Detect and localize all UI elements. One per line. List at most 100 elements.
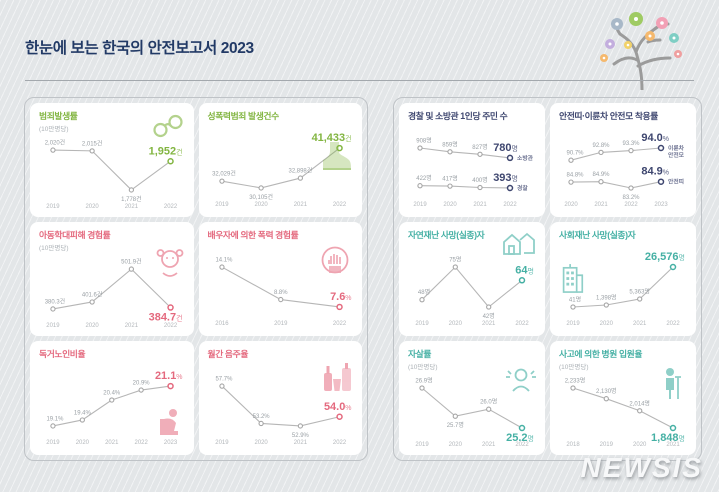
data-point	[669, 424, 677, 431]
highlight-value: 84.9%	[641, 166, 669, 178]
line-chart: 2019 2020 2021 2022 57.7% 53.2% 52.9% 54.0%	[215, 377, 351, 446]
data-point-label: 401.6건	[82, 290, 102, 298]
person-chair-icon	[154, 407, 184, 439]
data-point	[335, 303, 343, 311]
axis-year-label: 2021	[293, 202, 307, 208]
newsis-watermark: NEWSIS	[580, 452, 703, 483]
data-point-label: 827명	[472, 143, 488, 151]
panel-header: 자연재난 사망(실종)자	[408, 230, 536, 250]
axis-year-label: 2019	[415, 442, 429, 448]
chart-panel-suicide-rate: 자살률 (10만명당) 2019 2020 2021 2022 26.9명 25.7명 26.0…	[399, 341, 545, 455]
axis-year-label: 2021	[293, 440, 307, 446]
data-point-label: 32,898건	[288, 167, 312, 175]
bottles-icon	[320, 363, 354, 393]
line-chart: 2019 2020 2021 2022 2023 19.1% 19.4% 20.4% 20.9%…	[46, 370, 183, 446]
line-chart: 2018 2019 2020 2021 2,233명 2,130명 2,014명 1,848명	[565, 376, 685, 448]
panel-header: 배우자에 의한 폭력 경험률	[208, 230, 354, 250]
line-chart: 2019 2020 2021 2022 380.3건 401.6건 501.9건 384.7건	[45, 257, 183, 328]
data-point-label: 93.3%	[622, 141, 640, 147]
panel-title: 성폭력범죄 발생건수	[207, 111, 280, 121]
building-icon	[558, 262, 586, 296]
panel-title: 범죄발생률	[39, 111, 78, 121]
highlight-value: 1,952건	[149, 145, 183, 157]
axis-year-label: 2019	[415, 321, 429, 327]
data-point	[486, 406, 492, 412]
axis-year-label: 2022	[332, 202, 346, 208]
child-icon	[154, 246, 186, 278]
data-point-label: 26.9명	[415, 376, 432, 384]
data-point	[518, 277, 526, 284]
data-point-label: 908명	[416, 137, 432, 145]
axis-year-label: 2019	[46, 203, 60, 209]
line-chart: 2016 2019 2022 14.1% 8.8% 7.6%	[215, 258, 351, 327]
axis-year-label: 2022	[164, 203, 178, 209]
person-cry-icon	[503, 365, 539, 393]
axis-year-label: 2019	[566, 321, 580, 327]
boot-icon	[318, 139, 354, 175]
axis-year-label: 2020	[443, 202, 457, 208]
line-chart: 2019 2020 2021 2022 26.9명 25.7명 26.0명 25.2명	[415, 376, 534, 448]
data-point	[419, 297, 425, 303]
data-point	[109, 397, 115, 403]
data-point	[417, 145, 423, 151]
axis-year-label: 2020	[449, 321, 463, 327]
axis-year-label: 2022	[503, 202, 517, 208]
axis-year-label: 2022	[164, 322, 178, 328]
chart-panel-seatbelt-helmet-wearing-rate: 안전띠·이륜차 안전모 착용률 2020 2021 2022 2023 90.7% 92.8…	[550, 103, 696, 217]
axis-year-label: 2020	[564, 202, 578, 208]
data-point-label: 20.9%	[133, 381, 151, 387]
data-point-label: 42명	[483, 312, 495, 320]
line-chart: 2020 2021 2022 2023 90.7% 92.8% 93.3%94.0%이륜차 안…	[564, 132, 684, 208]
line-chart: 2019 2020 2021 2022 41명 1,398명 5,363명 26,576명	[566, 251, 685, 327]
data-point	[138, 387, 144, 393]
highlight-value: 21.1%	[155, 370, 183, 382]
page-title: 한눈에 보는 한국의 안전보고서 2023	[25, 40, 254, 57]
data-point	[167, 157, 174, 165]
data-point	[669, 263, 677, 271]
axis-year-label: 2019	[215, 202, 229, 208]
axis-year-label: 2022	[515, 321, 529, 327]
axis-year-label: 2021	[482, 321, 496, 327]
axis-year-label: 2020	[254, 202, 268, 208]
chart-panel-residents-per-police-firefighter: 경찰 및 소방관 1인당 주민 수 2019 2020 2021 2022 908명 859…	[399, 103, 545, 217]
panel-header: 범죄발생률 (10만명당)	[39, 111, 185, 133]
axis-year-label: 2020	[76, 440, 90, 446]
data-point-label: 41명	[569, 296, 581, 304]
data-point-label: 48명	[418, 288, 430, 296]
data-point-label: 75명	[449, 256, 461, 264]
data-point	[603, 395, 609, 401]
chart-panel-natural-disaster-deaths: 자연재난 사망(실종)자 2019 2020 2021 2022 48명 75명 42명 64명	[399, 222, 545, 336]
data-point-label: 2,020건	[45, 138, 65, 146]
panel-title: 사고에 의한 병원 입원율	[559, 349, 643, 359]
chart-panel-spousal-violence-rate: 배우자에 의한 폭력 경험률 2016 2019 2022 14.1% 8.8% 7.6%	[198, 222, 362, 336]
data-point	[89, 298, 95, 305]
axis-year-label: 2020	[633, 442, 647, 448]
panel-header: 안전띠·이륜차 안전모 착용률	[559, 111, 687, 131]
data-point	[218, 383, 225, 389]
axis-year-label: 2022	[666, 321, 680, 327]
axis-year-label: 2020	[85, 322, 99, 328]
panel-header: 사고에 의한 병원 입원율 (10만명당)	[559, 349, 687, 371]
line-chart: 2019 2020 2021 2022 48명 75명 42명 64명	[415, 256, 534, 328]
data-point	[50, 146, 56, 153]
axis-year-label: 2022	[135, 440, 149, 446]
data-point	[657, 144, 665, 152]
series-name-label: 경찰	[517, 184, 528, 192]
axis-year-label: 2020	[600, 321, 614, 327]
data-point	[570, 304, 576, 310]
highlight-value: 94.0%	[641, 132, 669, 144]
axis-year-label: 2020	[254, 440, 268, 446]
axis-year-label: 2019	[413, 202, 427, 208]
data-point	[89, 147, 95, 154]
axis-year-label: 2019	[274, 321, 288, 327]
data-point	[628, 185, 634, 191]
data-point	[477, 184, 483, 191]
data-point	[598, 149, 604, 156]
data-point	[218, 178, 225, 184]
line-chart: 2019 2020 2021 2022 2,020건 2,015건 1,778건 1,952건	[45, 138, 183, 209]
data-point	[419, 384, 425, 391]
data-point-label: 53.2%	[252, 414, 270, 420]
data-point-label: 20.4%	[103, 391, 121, 397]
data-point-label: 501.9건	[121, 257, 141, 265]
